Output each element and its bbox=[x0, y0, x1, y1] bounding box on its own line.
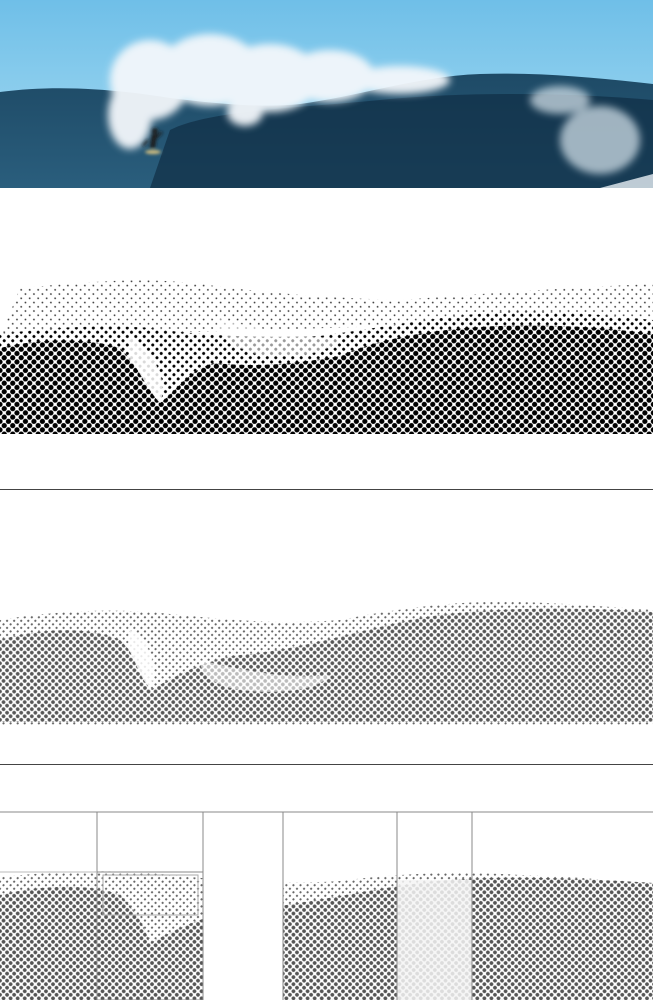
halftone-gray-panel bbox=[0, 490, 653, 735]
halftone-black-panel bbox=[0, 188, 653, 438]
wave-photo bbox=[0, 0, 653, 188]
halftone-grid bbox=[0, 765, 653, 1000]
wave-dark bbox=[0, 325, 653, 434]
spray bbox=[108, 34, 450, 149]
halftone-grid-panel bbox=[0, 765, 653, 1000]
halftone-black bbox=[0, 188, 653, 438]
light-overlay bbox=[397, 880, 472, 1000]
halftone-gray bbox=[0, 490, 653, 735]
blank-column bbox=[203, 812, 283, 1000]
grid-lines bbox=[0, 811, 653, 1000]
gray-wave-dark bbox=[0, 608, 653, 722]
divider-2 bbox=[0, 764, 653, 765]
wave-photo-panel bbox=[0, 0, 653, 188]
surfer bbox=[142, 128, 163, 154]
wave-barrel bbox=[150, 94, 653, 188]
divider-1 bbox=[0, 489, 653, 490]
